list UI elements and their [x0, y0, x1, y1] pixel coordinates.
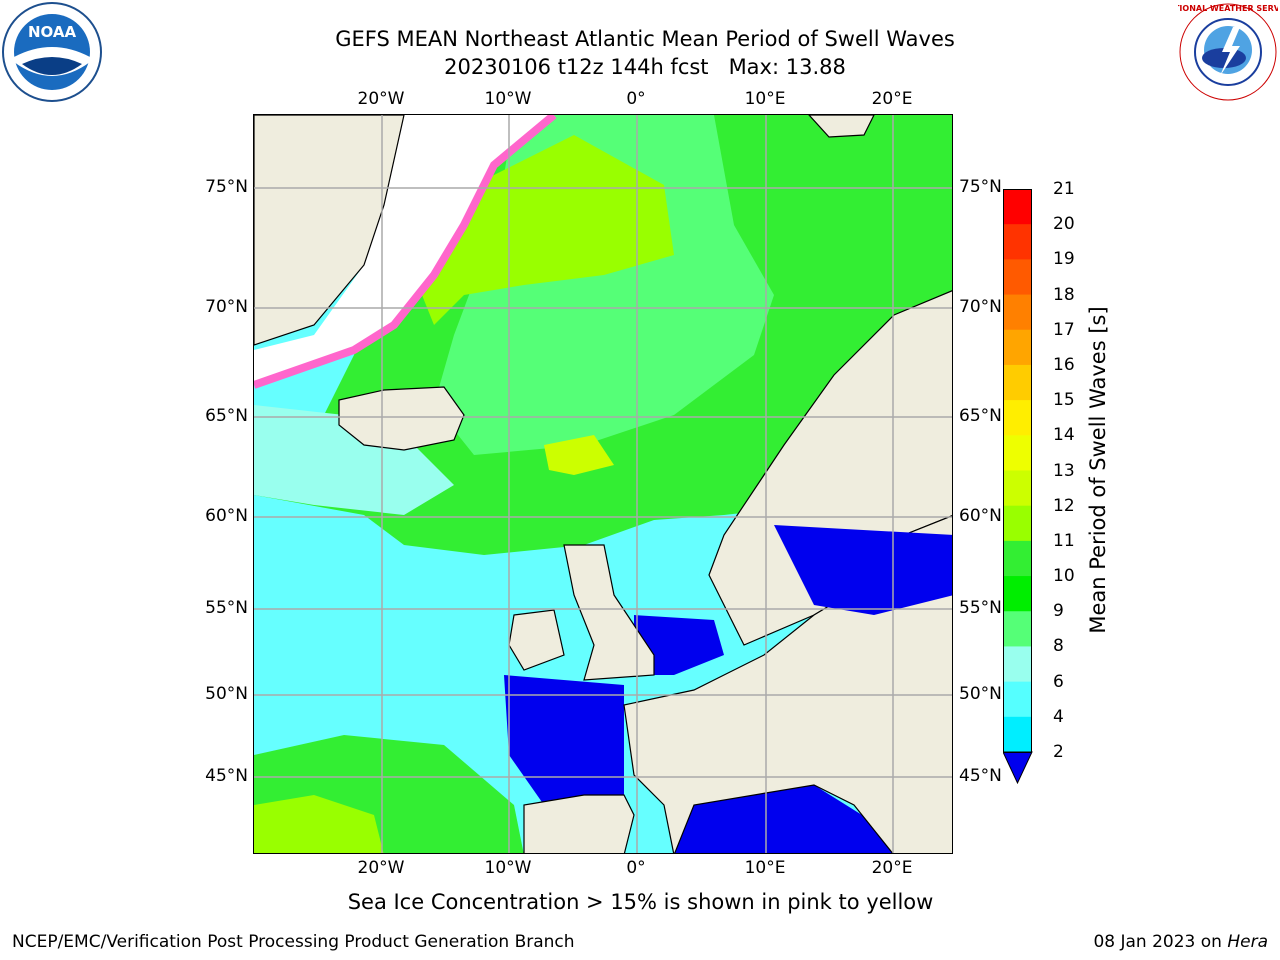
colorbar-tick-label: 11	[1053, 530, 1075, 551]
colorbar-segment	[1003, 400, 1032, 436]
lon-tick-top: 0°	[626, 89, 646, 109]
colorbar-segment	[1003, 435, 1032, 471]
colorbar-segment	[1003, 540, 1032, 577]
colorbar	[1002, 189, 1033, 789]
colorbar-segment	[1003, 611, 1032, 647]
colorbar-tick-label: 20	[1053, 214, 1075, 235]
lat-tick-right: 75°N	[959, 177, 1002, 197]
footer-date: 08 Jan 2023 on Hera	[1093, 932, 1268, 952]
iceland-land	[338, 386, 465, 451]
swell-field-gulf	[504, 675, 624, 805]
lat-tick-left: 75°N	[205, 177, 248, 197]
colorbar-extend-arrow	[1002, 751, 1033, 785]
iberia-land	[523, 794, 635, 853]
colorbar-segment	[1003, 259, 1032, 296]
footer-machine: Hera	[1227, 932, 1268, 952]
colorbar-segment	[1003, 646, 1032, 683]
ireland-land	[508, 609, 565, 671]
lon-tick-bottom: 20°W	[357, 858, 405, 878]
baltic-water	[774, 525, 952, 615]
noaa-logo-text: NOAA	[28, 23, 77, 41]
colorbar-tick-label: 16	[1053, 354, 1075, 375]
colorbar-tick-label: 8	[1053, 636, 1064, 657]
sea-ice-note: Sea Ice Concentration > 15% is shown in …	[347, 890, 934, 914]
lat-tick-left: 55°N	[205, 598, 248, 618]
swell-field-southyellow	[254, 795, 384, 853]
greenland-land	[254, 115, 405, 346]
lat-tick-left: 65°N	[205, 406, 248, 426]
lat-tick-left: 45°N	[205, 766, 248, 786]
lat-tick-right: 45°N	[959, 766, 1002, 786]
map-panel	[253, 114, 953, 854]
lat-tick-left: 50°N	[205, 684, 248, 704]
swell-field-channel	[634, 615, 724, 675]
sea-ice-area	[254, 115, 554, 385]
colorbar-tick-label: 13	[1053, 460, 1075, 481]
colorbar-tick-label: 12	[1053, 495, 1075, 516]
lon-tick-top: 20°E	[871, 89, 913, 109]
colorbar-tick-label: 4	[1053, 706, 1064, 727]
colorbar-segments	[1003, 189, 1032, 753]
colorbar-tick-label: 15	[1053, 390, 1075, 411]
lat-tick-right: 55°N	[959, 598, 1002, 618]
colorbar-segment	[1003, 505, 1032, 542]
colorbar-segment	[1003, 470, 1032, 507]
lon-tick-top: 10°W	[484, 89, 532, 109]
swell-field-lime	[544, 435, 614, 475]
colorbar-tick-label: 14	[1053, 425, 1075, 446]
lon-tick-bottom: 10°E	[744, 858, 786, 878]
colorbar-segment	[1003, 224, 1032, 260]
lat-tick-left: 60°N	[205, 506, 248, 526]
colorbar-tick-label: 19	[1053, 249, 1075, 270]
colorbar-label: Mean Period of Swell Waves [s]	[1086, 306, 1110, 634]
colorbar-tick-label: 18	[1053, 284, 1075, 305]
lon-tick-bottom: 0°	[626, 858, 646, 878]
colorbar-segment	[1003, 329, 1032, 366]
colorbar-segment	[1003, 189, 1032, 225]
chart-subtitle: 20230106 t12z 144h fcst Max: 13.88	[444, 55, 846, 79]
sea-ice-edge	[254, 115, 557, 389]
lat-tick-right: 65°N	[959, 406, 1002, 426]
chart-title: GEFS MEAN Northeast Atlantic Mean Period…	[335, 27, 955, 51]
graticule	[254, 115, 952, 853]
colorbar-tick-label: 21	[1053, 179, 1075, 199]
colorbar-segment	[1003, 364, 1032, 401]
lon-tick-top: 10°E	[744, 89, 786, 109]
colorbar-segment	[1003, 716, 1032, 753]
lon-tick-bottom: 20°E	[871, 858, 913, 878]
lat-tick-right: 50°N	[959, 684, 1002, 704]
swell-field-mint	[254, 405, 454, 515]
footer-date-text: 08 Jan 2023 on	[1093, 932, 1228, 952]
map-canvas	[254, 115, 952, 853]
colorbar-segment	[1003, 294, 1032, 331]
nws-logo-icon: NATIONAL WEATHER SERVICE	[1162, 2, 1280, 106]
lon-tick-bottom: 10°W	[484, 858, 532, 878]
lat-tick-left: 70°N	[205, 297, 248, 317]
noaa-logo-icon: NOAA	[2, 2, 102, 106]
svalbard-land	[808, 115, 875, 138]
colorbar-segment	[1003, 576, 1032, 612]
colorbar-tick-label: 10	[1053, 566, 1075, 587]
nws-logo-text: NATIONAL WEATHER SERVICE	[1178, 4, 1278, 13]
colorbar-tick-label: 17	[1053, 319, 1075, 340]
colorbar-tick-label: 6	[1053, 671, 1064, 692]
colorbar-tick-label: 2	[1053, 742, 1064, 762]
lat-tick-right: 70°N	[959, 297, 1002, 317]
great-britain-land	[563, 544, 655, 681]
colorbar-segment	[1003, 681, 1032, 718]
lon-tick-top: 20°W	[357, 89, 405, 109]
colorbar-tick-label: 9	[1053, 601, 1064, 622]
footer-credit: NCEP/EMC/Verification Post Processing Pr…	[12, 932, 575, 952]
lat-tick-right: 60°N	[959, 506, 1002, 526]
